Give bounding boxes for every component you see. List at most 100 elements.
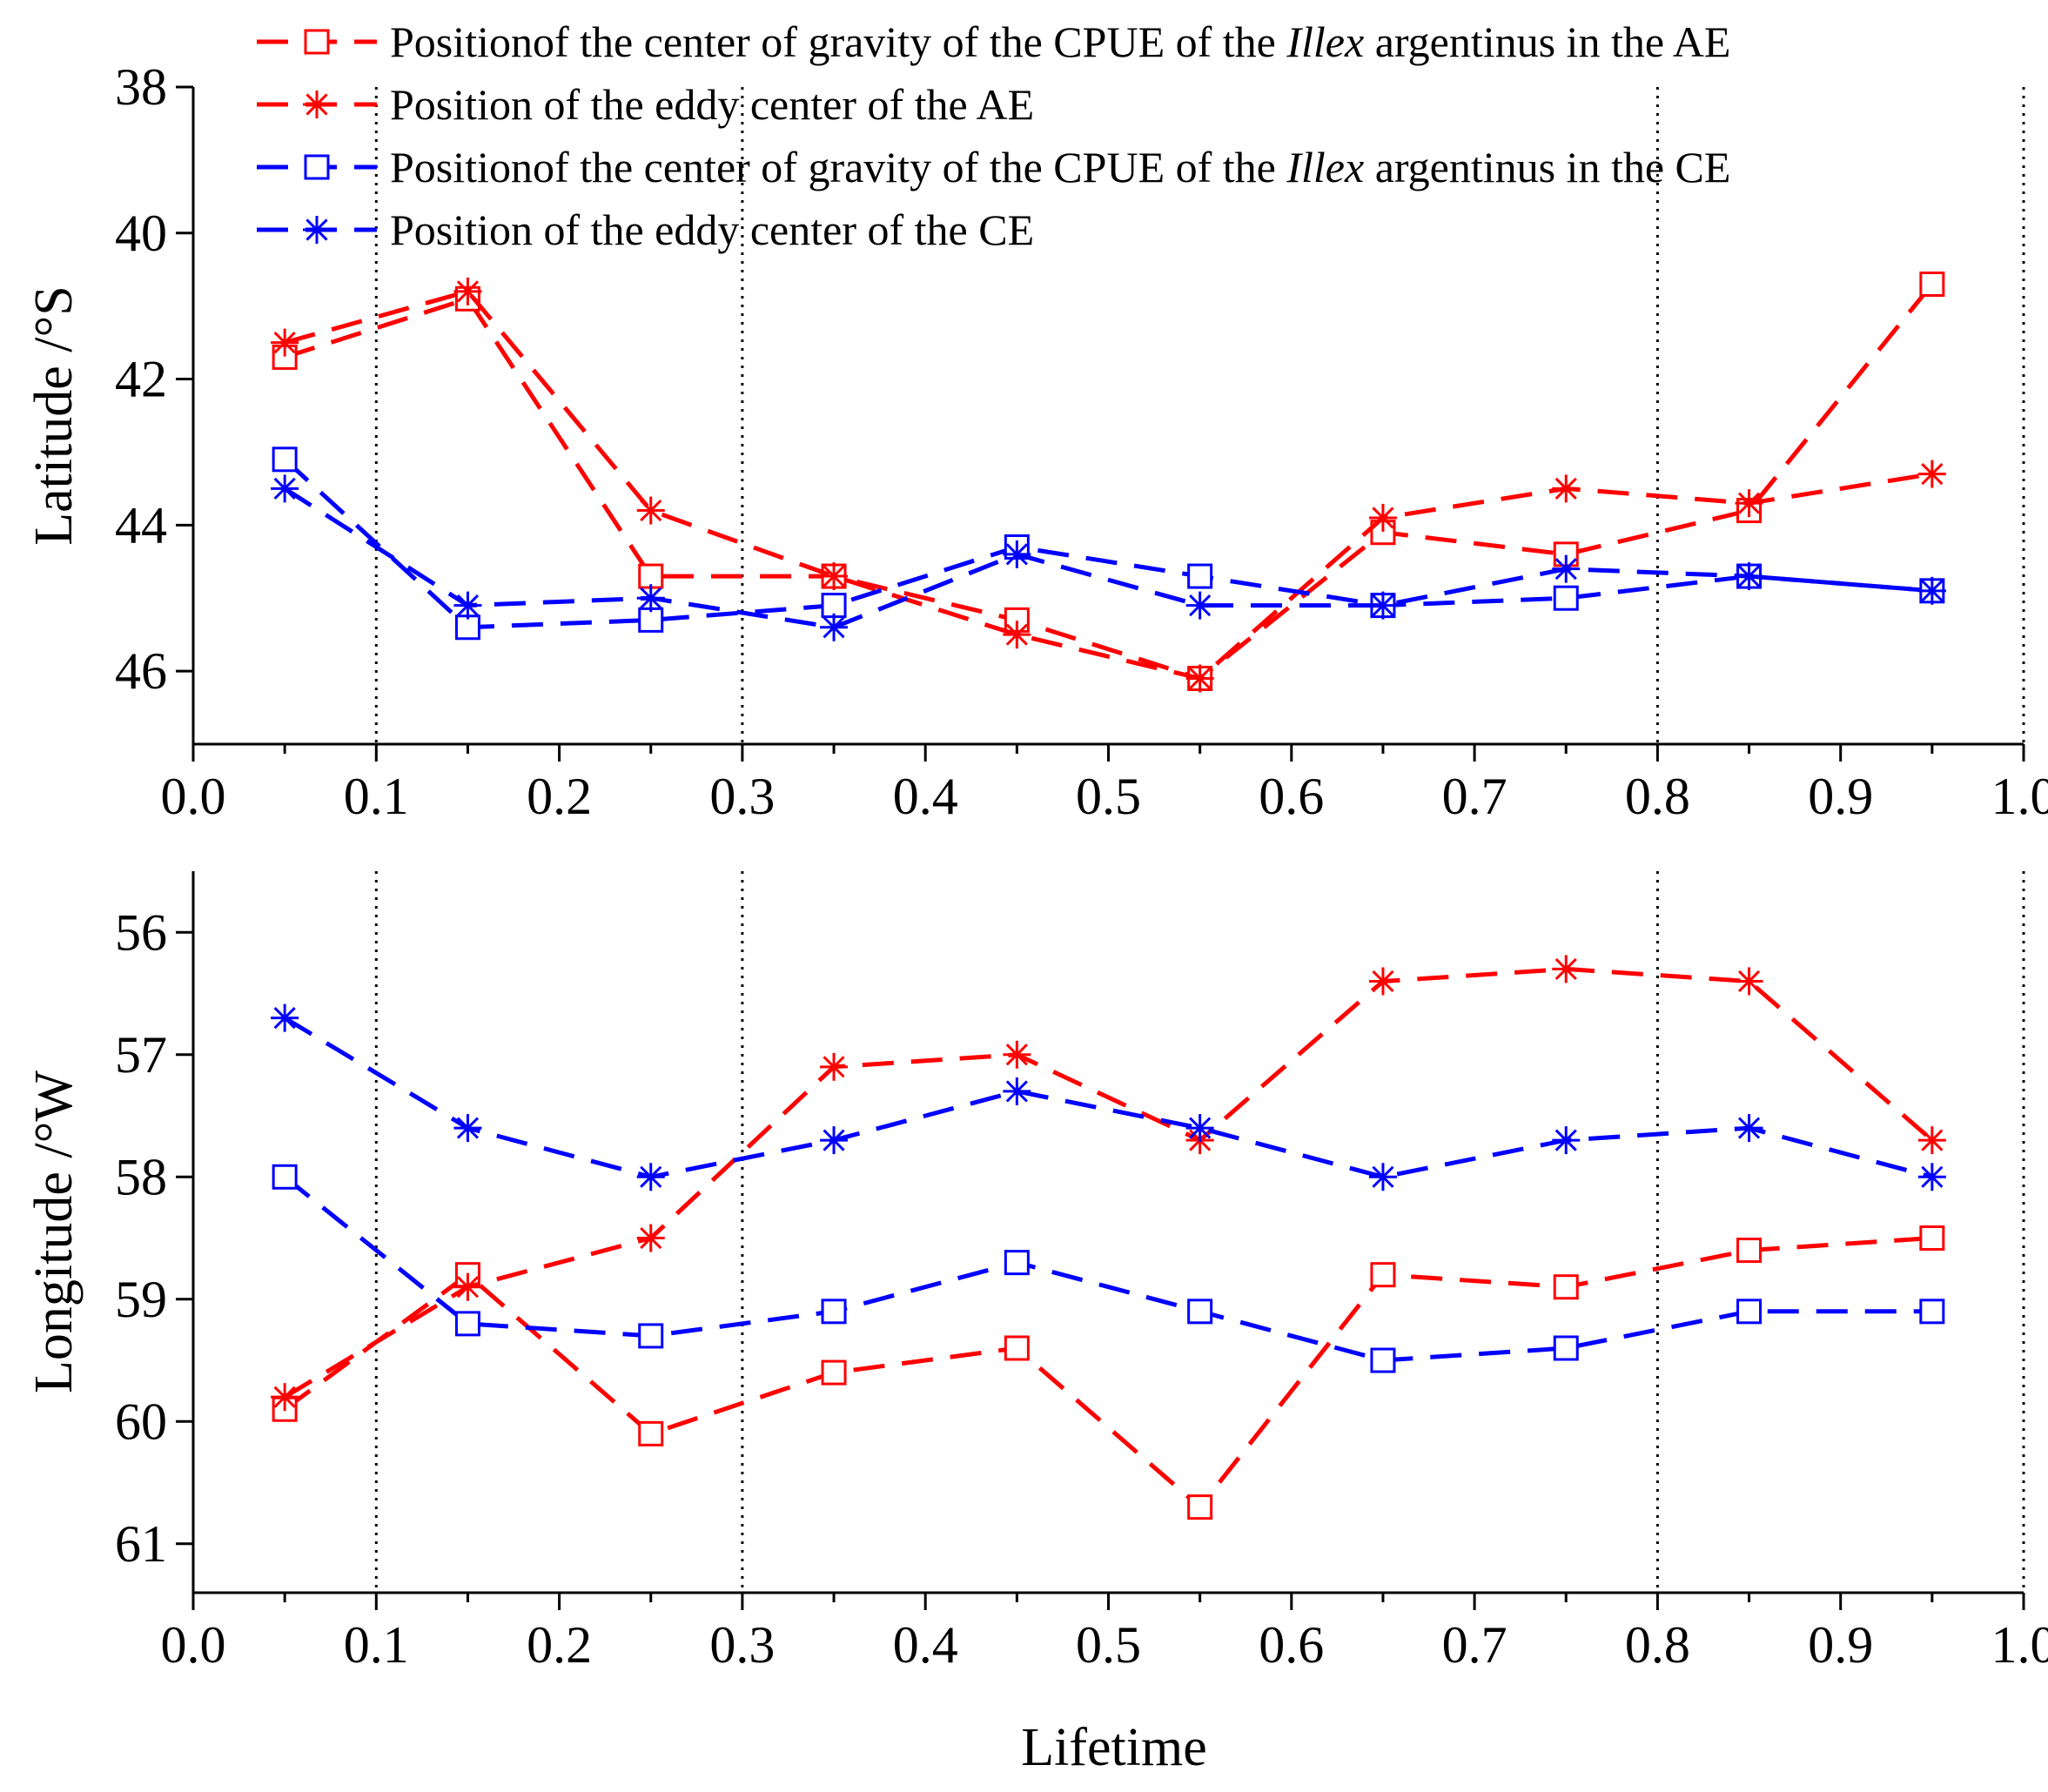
- latitude-series-line-ce-eddy: [283, 487, 1932, 630]
- latitude-x-tick-label: 0.1: [344, 768, 409, 825]
- latitude-ae-cpue-point: [1919, 272, 1945, 297]
- latitude-ce-cpue-point: [272, 446, 298, 473]
- latitude-ce-cpue-point: [638, 607, 664, 633]
- longitude-ae-eddy-point: [1368, 967, 1397, 996]
- latitude-x-tick-label: 0.2: [527, 768, 592, 825]
- longitude-ae-eddy-point: [820, 1052, 849, 1081]
- latitude-x-tick-label: 0.9: [1808, 768, 1873, 825]
- longitude-ae-cpue-point: [1004, 1335, 1030, 1361]
- longitude-ae-cpue-point: [1370, 1262, 1396, 1288]
- legend: Positionof the center of gravity of the …: [257, 17, 1730, 254]
- legend-marker-ce-eddy: [303, 216, 331, 244]
- longitude-ce-cpue-point: [1187, 1299, 1213, 1325]
- latitude-y-tick-label: 38: [115, 58, 167, 116]
- latitude-series-line-ae-eddy: [284, 289, 1933, 681]
- latitude-y-tick-label: 44: [115, 496, 167, 554]
- latitude-y-tick-label: 42: [115, 351, 167, 408]
- latitude-ae-eddy-point: [1368, 503, 1397, 532]
- longitude-ce-cpue-point: [1004, 1250, 1030, 1276]
- longitude-series-line-ae-cpue: [283, 1236, 1932, 1510]
- latitude-ce-cpue-point: [1553, 585, 1579, 611]
- longitude-ce-cpue-point: [821, 1299, 847, 1325]
- longitude-x-tick-label: 0.2: [527, 1616, 592, 1674]
- longitude-ce-cpue-point: [1553, 1335, 1579, 1361]
- longitude-series-line-ae-eddy: [283, 966, 1934, 1399]
- longitude-ae-eddy-point: [636, 1224, 665, 1252]
- longitude-ae-cpue-point: [638, 1420, 664, 1446]
- latitude-ae-eddy-point: [1735, 489, 1763, 518]
- longitude-ae-cpue-point: [1553, 1274, 1579, 1300]
- latitude-ae-eddy-point: [1552, 474, 1581, 503]
- latitude-y-tick-label: 46: [115, 642, 167, 700]
- longitude-y-tick-label: 59: [115, 1271, 167, 1328]
- legend-label-ae-eddy: Position of the eddy center of the AE: [390, 80, 1034, 129]
- longitude-ce-eddy-point: [271, 1003, 299, 1032]
- longitude-ae-eddy-point: [1552, 955, 1581, 983]
- latitude-ae-cpue-point: [638, 563, 664, 589]
- longitude-ce-eddy-point: [1368, 1163, 1397, 1191]
- latitude-ce-cpue-point: [1187, 563, 1213, 589]
- longitude-series-line-ce-cpue: [283, 1175, 1932, 1363]
- x-axis-title: Lifetime: [1021, 1718, 1206, 1777]
- longitude-y-tick-label: 58: [115, 1148, 167, 1205]
- latitude-ae-eddy-point: [453, 277, 482, 305]
- longitude-ce-cpue-point: [1919, 1299, 1945, 1325]
- latitude-ae-eddy-point: [271, 328, 299, 357]
- longitude-ce-eddy-point: [453, 1114, 482, 1143]
- latitude-series-line-ae-cpue: [284, 282, 1934, 681]
- legend-label-ce-cpue: Positionof the center of gravity of the …: [390, 143, 1730, 191]
- latitude-ae-eddy-point: [1003, 621, 1031, 649]
- longitude-ce-cpue-point: [638, 1323, 664, 1349]
- latitude-ae-eddy-point: [636, 496, 665, 525]
- latitude-x-tick-label: 0.8: [1625, 768, 1690, 825]
- legend-marker-ae-eddy: [303, 91, 331, 118]
- longitude-y-tick-label: 60: [115, 1393, 167, 1450]
- latitude-y-axis-title: Latitude /°S: [24, 285, 84, 546]
- latitude-x-tick-label: 0.5: [1076, 768, 1141, 825]
- longitude-y-tick-label: 56: [115, 903, 167, 961]
- longitude-ae-eddy-point: [1003, 1040, 1031, 1069]
- longitude-y-tick-label: 61: [115, 1515, 167, 1573]
- longitude-ae-eddy-point: [271, 1383, 299, 1412]
- longitude-ce-eddy-point: [1917, 1163, 1946, 1191]
- latitude-ae-eddy-point: [1917, 460, 1946, 488]
- legend-marker-ae-cpue: [304, 29, 330, 55]
- latitude-x-tick-label: 0.0: [161, 768, 226, 825]
- longitude-ce-eddy-point: [1003, 1077, 1031, 1105]
- latitude-x-tick-label: 1.0: [1991, 768, 2048, 825]
- latitude-x-tick-label: 0.7: [1442, 768, 1507, 825]
- longitude-ae-eddy-point: [1735, 967, 1763, 996]
- latitude-ce-eddy-point: [1917, 576, 1946, 605]
- longitude-ce-cpue-point: [454, 1311, 480, 1337]
- latitude-y-tick-label: 40: [115, 205, 167, 262]
- longitude-x-tick-label: 0.9: [1808, 1616, 1873, 1674]
- latitude-ce-eddy-point: [1552, 554, 1581, 583]
- longitude-x-tick-label: 0.4: [893, 1616, 958, 1674]
- longitude-ce-cpue-point: [272, 1164, 298, 1190]
- longitude-x-tick-label: 0.8: [1625, 1616, 1690, 1674]
- latitude-ce-eddy-point: [636, 584, 665, 613]
- longitude-ae-cpue-point: [1736, 1238, 1763, 1264]
- latitude-series-line-ce-cpue: [283, 457, 1932, 630]
- latitude-ce-eddy-point: [453, 591, 482, 620]
- longitude-x-tick-label: 0.6: [1259, 1616, 1324, 1674]
- longitude-x-tick-label: 1.0: [1991, 1616, 2048, 1674]
- longitude-ce-eddy-point: [1735, 1114, 1763, 1143]
- latitude-x-tick-label: 0.4: [893, 768, 958, 825]
- longitude-panel: 0.0 0.1 0.2 0.3 0.4 0.5 0.6 0.7 0.8 0.9 1.0 56 57 58 5…: [24, 871, 2048, 1674]
- latitude-ce-eddy-point: [820, 613, 849, 641]
- latitude-x-tick-label: 0.6: [1259, 768, 1324, 825]
- latitude-ce-eddy-point: [271, 474, 299, 503]
- latitude-ce-cpue-point: [821, 593, 847, 619]
- longitude-ce-cpue-point: [1736, 1299, 1763, 1325]
- longitude-ae-eddy-point: [453, 1272, 482, 1301]
- longitude-ce-cpue-point: [1370, 1347, 1396, 1373]
- legend-marker-ce-cpue: [304, 154, 330, 180]
- latitude-panel: 0.0 0.1 0.2 0.3 0.4 0.5 0.6 0.7 0.8 0.9 1.0 38 40 42 4…: [24, 58, 2048, 825]
- legend-label-ae-cpue: Positionof the center of gravity of the …: [390, 17, 1730, 66]
- longitude-series-line-ce-eddy: [283, 1016, 1933, 1179]
- longitude-ce-eddy-point: [1185, 1114, 1214, 1143]
- latitude-ae-eddy-point: [1185, 664, 1214, 693]
- longitude-ce-eddy-point: [1552, 1126, 1581, 1155]
